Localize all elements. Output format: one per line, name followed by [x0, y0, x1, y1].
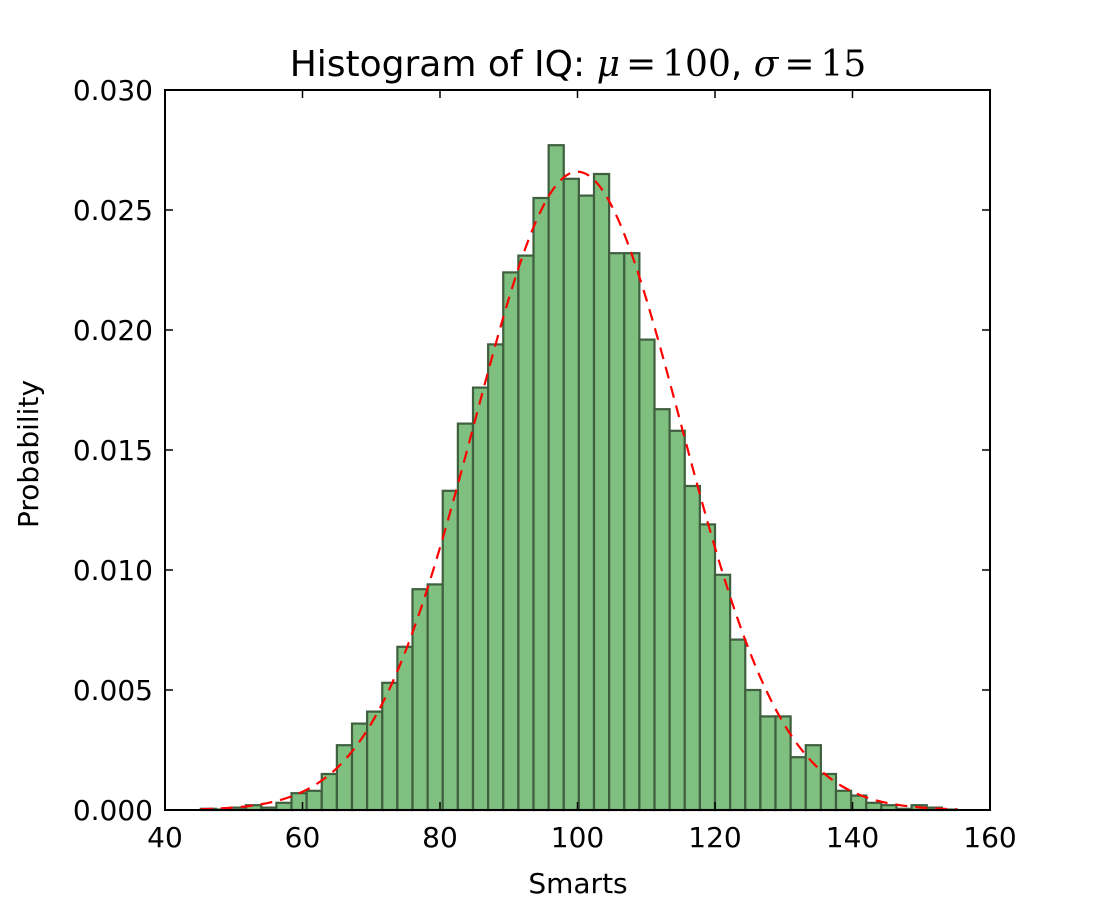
histogram-bar: [366, 710, 384, 812]
histogram-bar: [502, 271, 520, 812]
histogram-bar: [517, 254, 535, 812]
x-axis-label: Smarts: [528, 867, 627, 900]
title-prefix: Histogram of IQ:: [290, 44, 597, 85]
x-tick-label: 140: [826, 821, 879, 854]
histogram-bar: [487, 343, 505, 812]
histogram-bar: [441, 489, 459, 812]
histogram-bar: [275, 801, 293, 812]
histogram-bar: [865, 801, 883, 812]
x-tick-label: 80: [422, 821, 458, 854]
histogram-bar: [396, 645, 414, 812]
histogram-bar: [834, 789, 853, 812]
histogram-bar: [789, 756, 807, 812]
y-tick-label: 0.005: [73, 674, 153, 707]
x-tick-label: 120: [688, 821, 741, 854]
histogram-bar: [744, 688, 762, 812]
histogram-bar: [562, 177, 580, 812]
histogram-bar: [577, 194, 596, 812]
histogram-bar: [456, 422, 475, 812]
histogram-bar: [426, 583, 444, 812]
histogram-bar: [653, 408, 671, 812]
histogram-bar: [623, 252, 641, 812]
y-tick-label: 0.030: [73, 74, 153, 107]
histogram-bar: [350, 722, 369, 812]
histogram-bar: [668, 429, 686, 812]
histogram-bar: [683, 484, 701, 812]
histogram-bar: [759, 715, 777, 812]
y-tick-label: 0.010: [73, 554, 153, 587]
histogram-bar: [608, 252, 626, 812]
histogram-bar: [290, 792, 308, 812]
x-tick-label: 60: [285, 821, 321, 854]
x-tick-label: 100: [551, 821, 604, 854]
histogram-bar: [532, 196, 550, 812]
title-mu-equals: =: [626, 44, 656, 85]
title-separator: ,: [731, 44, 754, 85]
histogram-bar: [471, 386, 490, 812]
histogram-bar: [804, 744, 822, 812]
histogram-bar: [381, 681, 399, 812]
histogram-bar: [411, 588, 429, 812]
plot-frame: [164, 89, 991, 811]
y-tick-label: 0.000: [73, 794, 153, 827]
y-tick-label: 0.020: [73, 314, 153, 347]
y-axis-label: Probability: [12, 380, 45, 528]
y-tick-label: 0.015: [73, 434, 153, 467]
normal-fit-curve: [200, 170, 958, 811]
histogram-bar: [592, 172, 611, 812]
x-tick-label: 40: [147, 821, 183, 854]
x-tick-labels: 40 60 80 100 120 140 160: [147, 821, 1017, 854]
title-sigma-value: 15: [821, 44, 867, 85]
histogram-bar: [819, 772, 838, 812]
y-tick-labels: 0.000 0.005 0.010 0.015 0.020 0.025 0.030: [73, 74, 153, 827]
histogram-bar: [638, 338, 656, 812]
chart-title: Histogram of IQ: μ = 100, σ = 15: [290, 44, 867, 85]
title-sigma-equals: =: [784, 44, 814, 85]
y-tick-label: 0.025: [73, 194, 153, 227]
histogram-bar: [850, 794, 868, 812]
title-mu-value: 100: [662, 44, 731, 85]
histogram-bar: [729, 638, 747, 812]
title-sigma-symbol: σ: [754, 44, 780, 85]
x-tick-label: 160: [963, 821, 1016, 854]
histogram-bar: [698, 523, 717, 812]
title-mu-symbol: μ: [597, 44, 620, 85]
histogram-bar: [305, 789, 323, 812]
histogram-bar: [713, 573, 732, 812]
histogram-bar: [547, 144, 565, 812]
